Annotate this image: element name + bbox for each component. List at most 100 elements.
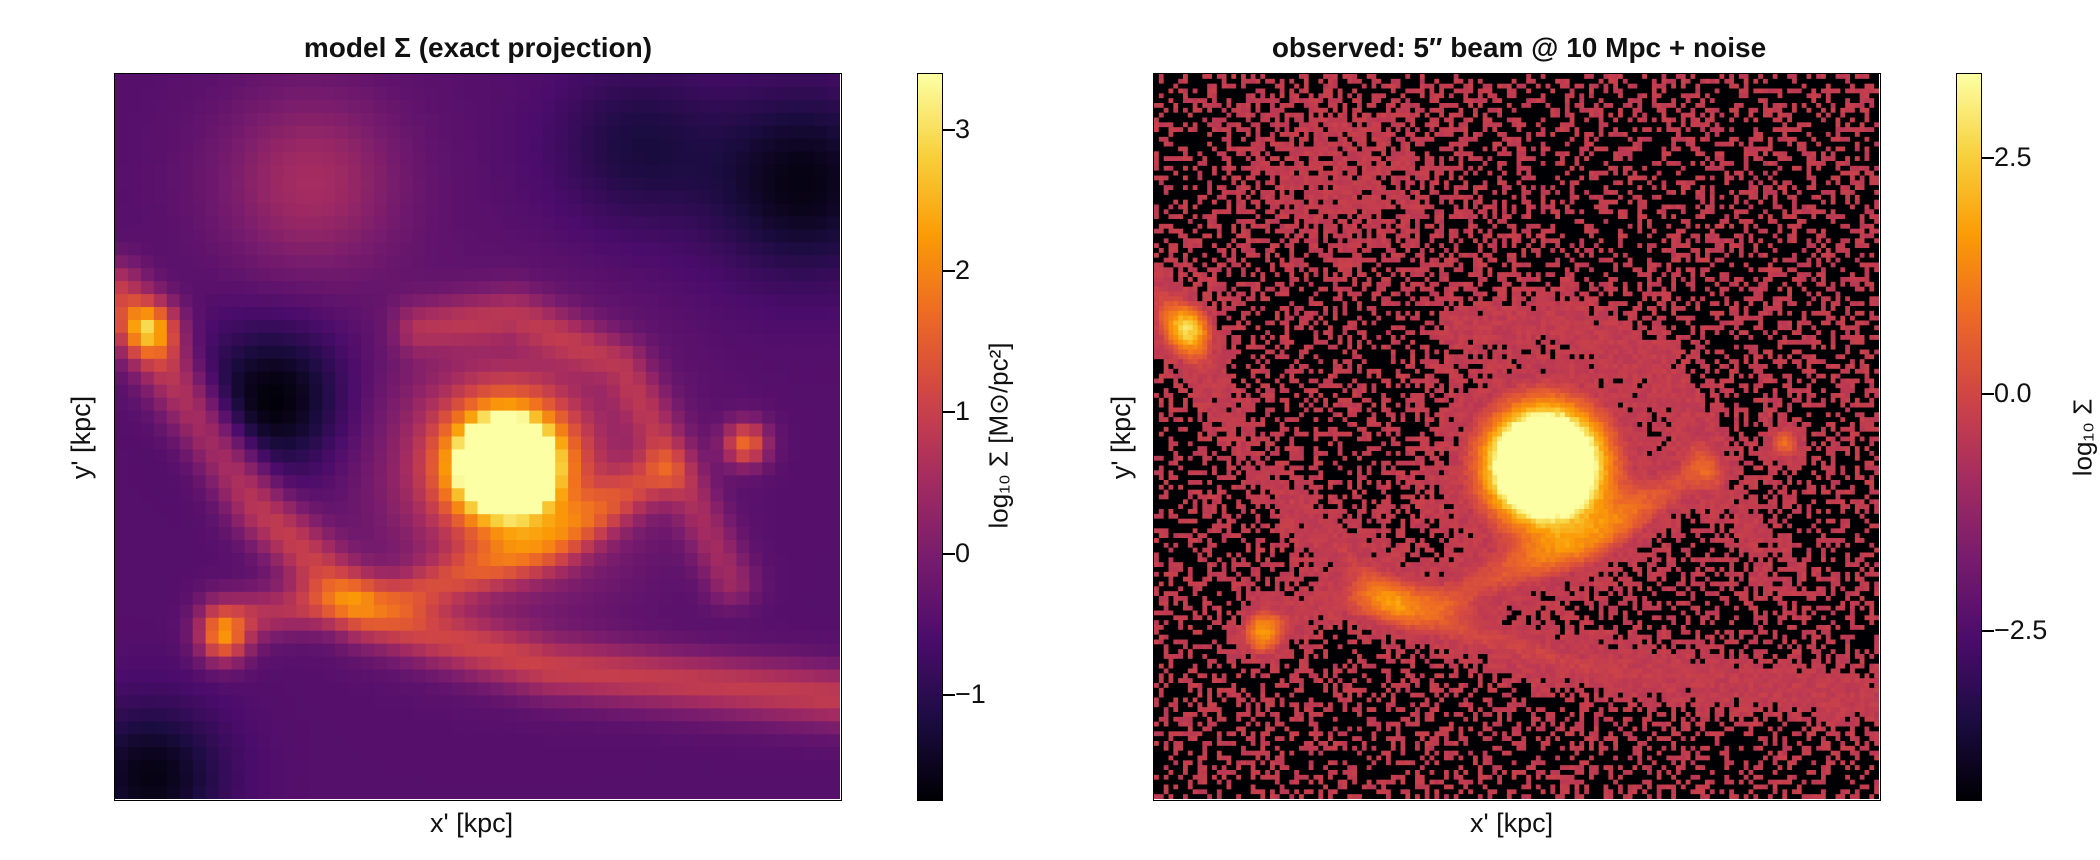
- heatmap-cell: [503, 203, 517, 218]
- heatmap-cell: [1337, 103, 1344, 109]
- heatmap-cell: [568, 384, 582, 399]
- heatmap-cell: [1366, 107, 1373, 114]
- heatmap-cell: [399, 177, 414, 192]
- heatmap-cell: [179, 332, 194, 347]
- heatmap-cell: [1840, 78, 1846, 85]
- heatmap-cell: [166, 540, 181, 554]
- heatmap-cell: [1328, 127, 1334, 133]
- heatmap-cell: [1294, 78, 1300, 85]
- heatmap-cell: [1405, 127, 1411, 133]
- heatmap-cell: [309, 786, 323, 799]
- heatmap-cell: [244, 410, 259, 425]
- heatmap-cell: [1328, 132, 1334, 138]
- heatmap-cell: [166, 319, 181, 334]
- heatmap-cell: [645, 203, 660, 218]
- heatmap-cell: [788, 527, 802, 541]
- heatmap-cell: [490, 565, 504, 580]
- heatmap-cell: [1811, 88, 1817, 94]
- heatmap-cell: [1516, 117, 1522, 123]
- heatmap-cell: [1806, 93, 1812, 99]
- heatmap-cell: [814, 773, 828, 787]
- heatmap-cell: [425, 190, 440, 205]
- heatmap-cell: [153, 734, 168, 748]
- heatmap-cell: [529, 371, 543, 386]
- heatmap-cell: [335, 617, 349, 632]
- heatmap-cell: [283, 617, 297, 632]
- heatmap-cell: [1347, 117, 1353, 123]
- heatmap-cell: [632, 190, 647, 205]
- heatmap-cell: [1366, 74, 1373, 80]
- heatmap-cell: [231, 255, 246, 269]
- heatmap-cell: [788, 229, 802, 243]
- heatmap-cell: [801, 216, 815, 230]
- heatmap-cell: [1400, 83, 1406, 90]
- heatmap-cell: [1415, 88, 1421, 94]
- heatmap-cell: [1270, 132, 1276, 138]
- heatmap-cell: [658, 695, 673, 709]
- heatmap-cell: [1337, 74, 1344, 80]
- heatmap-cell: [386, 475, 401, 489]
- heatmap-cell: [788, 475, 802, 489]
- heatmap-cell: [581, 578, 595, 593]
- heatmap-cell: [1772, 112, 1779, 119]
- heatmap-cell: [464, 229, 479, 243]
- heatmap-cell: [1328, 78, 1334, 85]
- heatmap-cell: [1202, 83, 1208, 90]
- heatmap-cell: [257, 773, 271, 787]
- heatmap-cell: [1651, 93, 1658, 99]
- heatmap-cell: [1593, 103, 1600, 109]
- heatmap-cell: [438, 540, 453, 554]
- heatmap-cell: [153, 203, 168, 218]
- heatmap-cell: [1545, 83, 1551, 90]
- heatmap-cell: [244, 760, 259, 774]
- heatmap-cell: [386, 151, 401, 166]
- heatmap-cell: [516, 591, 530, 606]
- heatmap-cell: [1738, 117, 1745, 123]
- heatmap-cell: [1642, 88, 1648, 94]
- heatmap-cell: [827, 773, 840, 787]
- heatmap-cell: [658, 332, 673, 347]
- heatmap-cell: [335, 721, 349, 735]
- heatmap-cell: [814, 462, 828, 476]
- heatmap-cell: [581, 514, 595, 528]
- heatmap-cell: [568, 358, 582, 373]
- heatmap-cell: [1545, 78, 1551, 85]
- heatmap-cell: [1241, 107, 1247, 114]
- heatmap-cell: [1647, 122, 1653, 128]
- heatmap-cell: [568, 617, 582, 632]
- heatmap-cell: [775, 164, 789, 179]
- heatmap-cell: [231, 397, 246, 412]
- heatmap-cell: [775, 734, 789, 748]
- heatmap-cell: [606, 773, 621, 787]
- heatmap-cell: [1845, 107, 1851, 114]
- heatmap-cell: [231, 86, 246, 101]
- heatmap-cell: [619, 527, 634, 541]
- heatmap-cell: [179, 345, 194, 360]
- heatmap-cell: [581, 164, 595, 179]
- heatmap-cell: [1811, 83, 1817, 90]
- heatmap-cell: [412, 656, 427, 671]
- heatmap-cell: [399, 164, 414, 179]
- heatmap-cell: [1390, 74, 1397, 80]
- heatmap-cell: [762, 708, 776, 722]
- heatmap-cell: [1859, 107, 1866, 114]
- heatmap-cell: [1738, 122, 1745, 128]
- heatmap-cell: [1700, 122, 1706, 128]
- heatmap-cell: [231, 177, 246, 192]
- heatmap-cell: [153, 307, 168, 321]
- heatmap-cell: [1168, 98, 1174, 104]
- heatmap-cell: [606, 449, 621, 463]
- heatmap-cell: [788, 760, 802, 774]
- heatmap-cell: [1502, 93, 1508, 99]
- heatmap-cell: [814, 514, 828, 528]
- heatmap-cell: [1864, 107, 1870, 114]
- heatmap-cell: [399, 462, 414, 476]
- heatmap-cell: [166, 695, 181, 709]
- heatmap-cell: [490, 721, 504, 735]
- heatmap-cell: [1424, 127, 1431, 133]
- heatmap-cell: [710, 384, 725, 399]
- heatmap-cell: [1274, 88, 1281, 94]
- heatmap-cell: [335, 99, 349, 114]
- heatmap-cell: [1313, 98, 1319, 104]
- heatmap-cell: [762, 578, 776, 593]
